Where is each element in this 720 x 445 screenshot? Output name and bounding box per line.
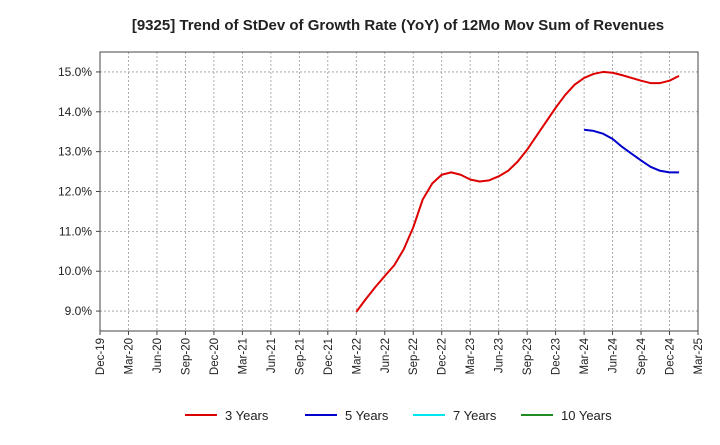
legend-label-3-years: 3 Years	[225, 408, 269, 423]
x-tick-label: Dec-21	[323, 338, 335, 375]
y-tick-label: 12.0%	[58, 185, 92, 199]
x-tick-label: Dec-24	[665, 337, 677, 375]
x-axis: Dec-19 Mar-20 Jun-20 Sep-20 Dec-20 Mar-21 Jun-…	[95, 331, 705, 375]
y-axis: 9.0% 10.0% 11.0% 12.0% 13.0% 14.0% 15.0%	[58, 65, 100, 318]
x-tick-label: Sep-20	[180, 338, 192, 375]
x-tick-label: Mar-23	[465, 338, 477, 374]
x-tick-label: Jun-24	[608, 337, 620, 373]
chart-title: [9325] Trend of StDev of Growth Rate (Yo…	[132, 17, 664, 34]
series-line-3-years	[355, 70, 680, 313]
y-tick-label: 11.0%	[59, 224, 92, 238]
legend-label-5-years: 5 Years	[345, 408, 389, 423]
x-tick-label: Mar-24	[579, 337, 591, 374]
y-tick-label: 9.0%	[65, 304, 93, 318]
y-tick-label: 13.0%	[58, 145, 92, 159]
x-tick-label: Jun-23	[494, 338, 506, 373]
x-tick-label: Sep-23	[522, 338, 534, 375]
x-tick-label: Mar-25	[693, 338, 705, 374]
x-tick-label: Jun-21	[266, 338, 278, 373]
x-tick-label: Dec-19	[95, 338, 107, 375]
plot-area	[100, 52, 698, 331]
plot-border	[99, 51, 699, 332]
legend-label-10-years: 10 Years	[561, 408, 612, 423]
x-tick-label: Sep-24	[636, 337, 648, 375]
x-tick-label: Mar-22	[351, 338, 363, 374]
x-tick-label: Dec-23	[551, 338, 563, 375]
y-tick-label: 14.0%	[58, 105, 92, 119]
x-tick-label: Mar-20	[123, 338, 135, 374]
x-tick-label: Jun-20	[152, 338, 164, 373]
grid-lines	[100, 52, 698, 331]
x-tick-label: Dec-20	[209, 338, 221, 375]
x-tick-label: Mar-21	[237, 338, 249, 374]
series-lines	[355, 70, 680, 313]
y-tick-label: 15.0%	[58, 65, 92, 79]
x-tick-label: Sep-21	[294, 338, 306, 375]
legend: 3 Years 5 Years 7 Years 10 Years	[185, 408, 612, 423]
series-line-5-years	[583, 128, 680, 174]
y-tick-label: 10.0%	[58, 264, 92, 278]
x-tick-label: Sep-22	[408, 338, 420, 375]
x-tick-label: Jun-22	[380, 338, 392, 373]
legend-label-7-years: 7 Years	[453, 408, 497, 423]
x-tick-label: Dec-22	[437, 338, 449, 375]
